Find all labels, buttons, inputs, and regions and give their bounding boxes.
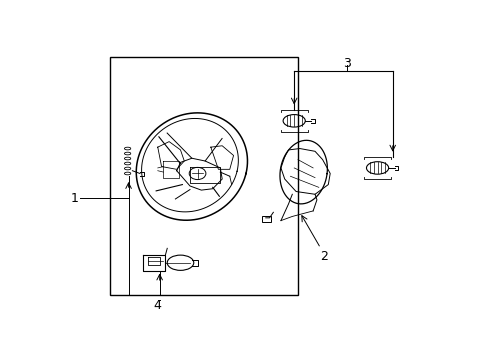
Text: 1: 1 <box>70 192 78 205</box>
Text: 3: 3 <box>343 58 350 71</box>
Bar <box>262 216 271 222</box>
Text: 4: 4 <box>154 299 162 312</box>
Text: 2: 2 <box>320 250 328 263</box>
Bar <box>110 57 297 296</box>
